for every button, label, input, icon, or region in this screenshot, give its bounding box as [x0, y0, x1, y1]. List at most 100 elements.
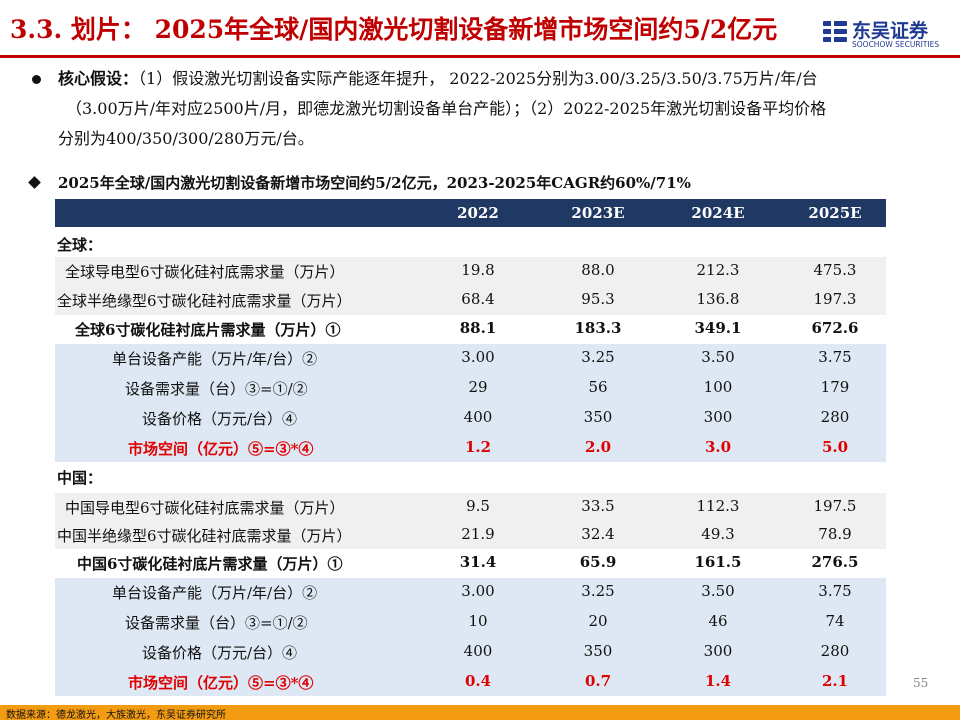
row-label: 市场空间（亿元）⑤=③*④	[128, 440, 314, 458]
cell-value: 400	[463, 408, 493, 426]
cell-value: 112.3	[696, 497, 740, 515]
cell-value: 5.0	[821, 438, 849, 456]
row-label: 设备价格（万元/台）④	[142, 410, 298, 428]
logo-en-text: SOOCHOW SECURITIES	[852, 40, 940, 49]
cell-value: 3.25	[581, 348, 615, 366]
cell-value: 46	[708, 612, 728, 630]
cell-value: 56	[588, 378, 608, 396]
cell-value: 68.4	[461, 290, 495, 308]
band-china-equipment	[55, 578, 886, 696]
bullet-dot-icon	[32, 75, 41, 84]
row-label: 设备价格（万元/台）④	[142, 644, 298, 662]
cell-value: 20	[588, 612, 608, 630]
soochow-logo: 东吴证券 SOOCHOW SECURITIES	[822, 16, 952, 52]
cell-value: 32.4	[581, 525, 615, 543]
cell-value: 350	[583, 408, 613, 426]
cell-value: 280	[820, 408, 850, 426]
cell-value: 49.3	[701, 525, 735, 543]
diamond-bullet-icon	[28, 176, 41, 189]
title-bar: 3.3. 划片： 2025年全球/国内激光切割设备新增市场空间约5/2亿元 东吴…	[0, 0, 960, 58]
cell-value: 212.3	[696, 261, 740, 279]
row-label: 全球6寸碳化硅衬底片需求量（万片）①	[75, 321, 341, 339]
cell-value: 400	[463, 642, 493, 660]
cell-value: 3.0	[704, 438, 732, 456]
table-row: 单台设备产能（万片/年/台）② 3.00 3.25 3.50 3.75	[55, 578, 886, 607]
assumption-label: 核心假设：	[58, 69, 139, 88]
page-number: 55	[913, 676, 929, 690]
cell-value: 31.4	[459, 553, 497, 571]
cell-value: 21.9	[461, 525, 495, 543]
row-label: 全球半绝缘型6寸碳化硅衬底需求量（万片）	[57, 292, 352, 310]
table-heading-text: 2025年全球/国内激光切割设备新增市场空间约5/2亿元，2023-2025年C…	[58, 174, 691, 192]
column-header-2024e: 2024E	[691, 204, 745, 222]
assumption-line-2: （3.00万片/年对应2500片/月，即德龙激光切割设备单台产能）；（2）202…	[66, 99, 827, 118]
cell-value: 3.25	[581, 582, 615, 600]
cell-value: 3.50	[701, 582, 735, 600]
assumption-line-3: 分别为400/350/300/280万元/台。	[58, 129, 314, 148]
cell-value: 349.1	[694, 319, 742, 337]
column-header-2025e: 2025E	[808, 204, 862, 222]
cell-value: 3.50	[701, 348, 735, 366]
cell-value: 3.75	[818, 348, 852, 366]
row-label: 中国导电型6寸碳化硅衬底需求量（万片）	[65, 499, 345, 517]
table-row: 单台设备产能（万片/年/台）② 3.00 3.25 3.50 3.75	[55, 344, 886, 373]
row-label: 设备需求量（台）③=①/②	[125, 614, 308, 632]
table-row: 中国导电型6寸碳化硅衬底需求量（万片） 9.5 33.5 112.3 197.5	[55, 493, 886, 522]
column-header-2022: 2022	[457, 204, 499, 222]
cell-value: 9.5	[466, 497, 490, 515]
logo-cn-text: 东吴证券	[852, 20, 929, 42]
band-china-supply	[55, 493, 886, 549]
cell-value: 3.00	[461, 348, 495, 366]
cell-value: 95.3	[581, 290, 615, 308]
cell-value: 280	[820, 642, 850, 660]
cell-value: 183.3	[574, 319, 622, 337]
cell-value: 161.5	[694, 553, 742, 571]
cell-value: 0.7	[584, 672, 612, 690]
cell-value: 197.5	[813, 497, 857, 515]
table-row: 设备价格（万元/台）④ 400 350 300 280	[55, 404, 886, 433]
cell-value: 179	[820, 378, 850, 396]
cell-value: 88.0	[581, 261, 615, 279]
table-row: 设备需求量（台）③=①/② 29 56 100 179	[55, 374, 886, 403]
soochow-logo-icon	[823, 21, 847, 42]
cell-value: 2.1	[821, 672, 849, 690]
cell-value: 197.3	[813, 290, 857, 308]
cell-value: 74	[825, 612, 845, 630]
table-row: 全球6寸碳化硅衬底片需求量（万片）① 88.1 183.3 349.1 672.…	[55, 315, 886, 344]
cell-value: 350	[583, 642, 613, 660]
cell-value: 300	[703, 642, 733, 660]
cell-value: 78.9	[818, 525, 852, 543]
cell-value: 3.00	[461, 582, 495, 600]
assumption-text-1: （1）假设激光切割设备实际产能逐年提升， 2022-2025分别为3.00/3.…	[138, 69, 818, 88]
footer-bar: 数据来源：德龙激光，大族激光，东吴证券研究所	[0, 705, 960, 721]
table-row: 设备价格（万元/台）④ 400 350 300 280	[55, 638, 886, 667]
cell-value: 65.9	[579, 553, 617, 571]
cell-value: 1.4	[704, 672, 732, 690]
cell-value: 88.1	[459, 319, 497, 337]
cell-value: 2.0	[584, 438, 612, 456]
row-label: 单台设备产能（万片/年/台）②	[112, 350, 318, 368]
footer-source: 数据来源：德龙激光，大族激光，东吴证券研究所	[6, 710, 226, 721]
cell-value: 300	[703, 408, 733, 426]
row-label: 中国半绝缘型6寸碳化硅衬底需求量（万片）	[57, 527, 352, 545]
cell-value: 3.75	[818, 582, 852, 600]
cell-value: 19.8	[461, 261, 495, 279]
page-title: 3.3. 划片： 2025年全球/国内激光切割设备新增市场空间约5/2亿元	[10, 15, 778, 44]
cell-value: 10	[468, 612, 488, 630]
band-global-equipment	[55, 344, 886, 462]
cell-value: 136.8	[696, 290, 740, 308]
row-label: 中国6寸碳化硅衬底片需求量（万片）①	[77, 555, 343, 573]
cell-value: 1.2	[464, 438, 492, 456]
table-row: 全球导电型6寸碳化硅衬底需求量（万片） 19.8 88.0 212.3 475.…	[55, 257, 886, 286]
row-label: 单台设备产能（万片/年/台）②	[112, 584, 318, 602]
row-label: 设备需求量（台）③=①/②	[125, 380, 308, 398]
cell-value: 100	[703, 378, 733, 396]
table-row: 市场空间（亿元）⑤=③*④ 1.2 2.0 3.0 5.0	[55, 434, 886, 463]
cell-value: 672.6	[811, 319, 859, 337]
cell-value: 276.5	[811, 553, 859, 571]
cell-value: 475.3	[813, 261, 857, 279]
section-label-china: 中国：	[57, 469, 103, 487]
row-label: 市场空间（亿元）⑤=③*④	[128, 674, 314, 692]
table-row: 设备需求量（台）③=①/② 10 20 46 74	[55, 608, 886, 637]
cell-value: 29	[468, 378, 488, 396]
